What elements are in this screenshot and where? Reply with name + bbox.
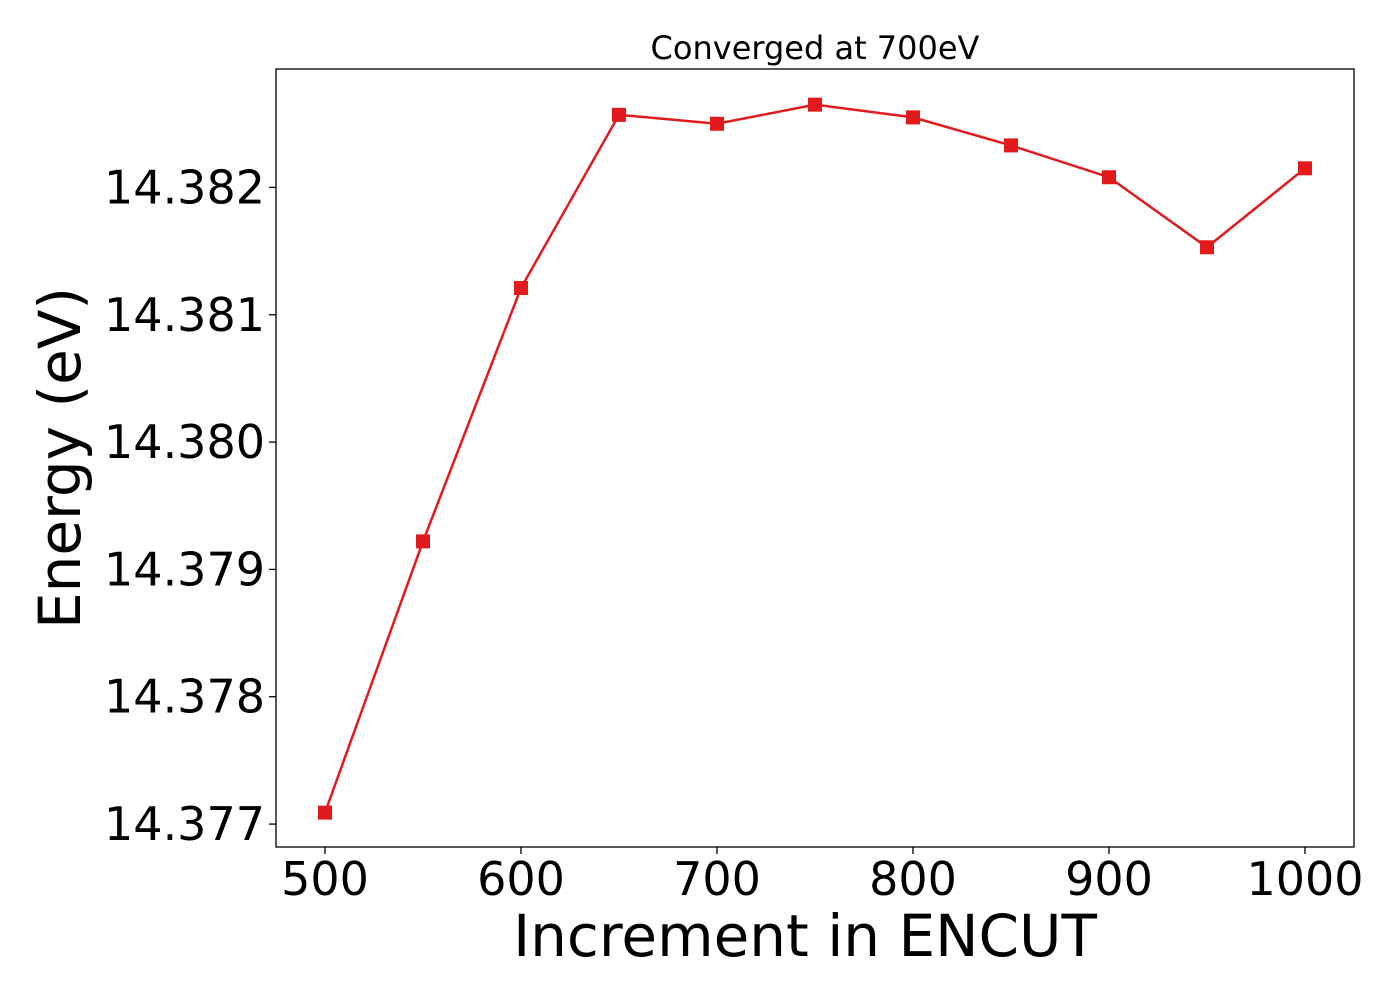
plot-frame [275,68,1355,848]
data-point-marker [514,281,528,296]
data-point-marker [1298,161,1312,176]
y-tick-label: 14.380 [104,415,265,469]
data-point-marker [906,110,920,125]
data-point-marker [710,116,724,131]
chart-title: Converged at 700eV [651,29,980,67]
data-point-marker [808,97,822,112]
y-tick-label: 14.378 [104,670,265,724]
y-axis-label: Energy (eV) [26,287,94,629]
data-point-marker [612,107,626,122]
x-tick-label: 800 [869,852,957,906]
y-tick-label: 14.379 [104,542,265,596]
x-axis: 500 600 700 800 900 1000 [281,847,1364,906]
x-tick-label: 700 [673,852,761,906]
x-tick-label: 900 [1065,852,1153,906]
y-tick-label: 14.377 [104,797,265,851]
data-point-marker [1200,240,1214,255]
series-line [323,103,1306,814]
data-point-marker [318,805,332,820]
x-tick-label: 500 [281,852,369,906]
y-tick-label: 14.382 [104,160,265,214]
y-axis: 14.377 14.378 14.379 14.380 14.381 14.382 [104,160,276,851]
data-point-marker [416,534,430,549]
data-point-marker [1102,170,1116,185]
x-tick-label: 600 [477,852,565,906]
y-tick-label: 14.381 [104,288,265,342]
plot-area [318,97,1312,820]
data-point-marker [1004,138,1018,153]
x-tick-label: 1000 [1246,852,1363,906]
x-axis-label: Increment in ENCUT [513,902,1097,970]
